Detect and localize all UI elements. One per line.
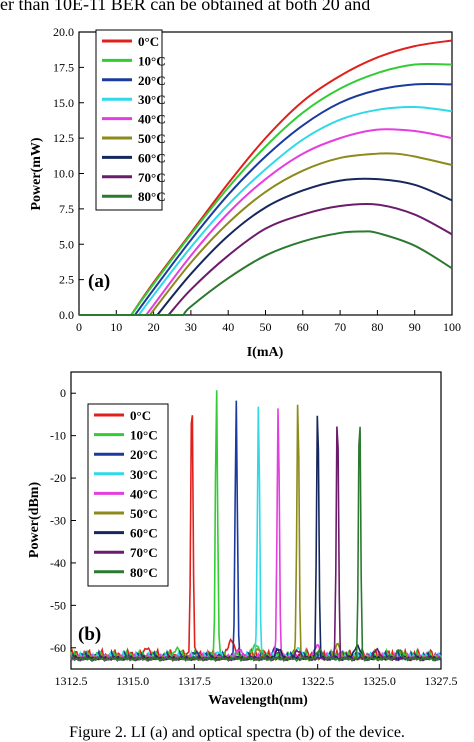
- plot-a-panel-label: (a): [88, 271, 110, 292]
- plot-a-legend: 0°C 10°C 20°C 30°C 40°C 50°C 60°C 70°C 80°C: [95, 29, 166, 211]
- plot-b-panel-label: (b): [78, 624, 101, 645]
- plot-b-xtick-label: 1320.0: [240, 674, 273, 688]
- plot-b-legend-label: 30°C: [130, 467, 158, 482]
- plot-a-ytick-label: 0.0: [59, 308, 74, 322]
- plot-a-legend-label: 10°C: [138, 53, 166, 68]
- plot-b-ytick-label: -50: [50, 598, 66, 612]
- plot-b-ticks: 1312.5 1315.0 1317.5 1320.0 1322.5 1325.0 1327…: [50, 386, 458, 688]
- plot-a-xlabel: I(mA): [247, 345, 284, 360]
- plot-a-legend-label: 40°C: [138, 112, 166, 127]
- plot-a-series-line: [79, 177, 453, 316]
- plot-a-series: [79, 39, 453, 316]
- plot-a-legend-label: 70°C: [138, 170, 166, 185]
- plot-b-xtick-label: 1327.5: [425, 674, 458, 688]
- plot-a-xtick-label: 100: [443, 320, 461, 334]
- panel-b: 1312.5 1315.0 1317.5 1320.0 1322.5 1325.0 1327…: [27, 371, 458, 708]
- plot-b-ylabel: Power(dBm): [27, 482, 42, 559]
- plot-a-xtick-label: 60: [297, 320, 309, 334]
- plot-b-ytick-label: -40: [50, 556, 66, 570]
- plot-a-series-line: [79, 230, 453, 316]
- plot-a-xtick-label: 20: [148, 320, 160, 334]
- plot-b-legend-label: 20°C: [130, 447, 158, 462]
- plot-b-ytick-label: -20: [50, 471, 66, 485]
- plot-b-legend-label: 50°C: [130, 506, 158, 521]
- plot-b-legend-label: 70°C: [130, 545, 158, 560]
- plot-a-legend-label: 0°C: [138, 34, 159, 49]
- plot-a-xtick-label: 0: [76, 320, 82, 334]
- plot-b-series: [70, 390, 442, 663]
- plot-a-legend-label: 60°C: [138, 150, 166, 165]
- plot-b-ytick-label: -10: [50, 429, 66, 443]
- plot-b-xtick-label: 1312.5: [55, 674, 88, 688]
- plot-a-ytick-label: 7.5: [59, 202, 74, 216]
- header-text-fragment: er than 10E-11 BER can be obtained at bo…: [0, 0, 371, 14]
- plot-b-legend-label: 60°C: [130, 526, 158, 541]
- plot-b-legend-label: 0°C: [130, 408, 151, 423]
- plot-b-xtick-label: 1315.0: [116, 674, 149, 688]
- plot-b-legend-label: 40°C: [130, 486, 158, 501]
- plot-b-legend-label: 10°C: [130, 428, 158, 443]
- plot-b-series-line: [70, 426, 442, 663]
- plot-a-ytick-label: 17.5: [53, 60, 74, 74]
- plot-b-xtick-label: 1322.5: [301, 674, 334, 688]
- plot-b-ytick-label: -60: [50, 641, 66, 655]
- plot-b-legend-label: 80°C: [130, 565, 158, 580]
- plot-a-legend-label: 20°C: [138, 73, 166, 88]
- plot-a-xtick-label: 70: [334, 320, 346, 334]
- plot-a-xtick-label: 10: [110, 320, 122, 334]
- plot-a-ytick-label: 12.5: [53, 131, 74, 145]
- plot-a-series-line: [79, 152, 453, 316]
- plot-a-legend-label: 50°C: [138, 131, 166, 146]
- plot-a-ticks: 0 10 20 30 40 50 60 70 80 90 100 0.0 2.5 5.0 7.5 10.0 12…: [53, 25, 461, 334]
- plot-a-xtick-label: 30: [185, 320, 197, 334]
- plot-b-xtick-label: 1325.0: [363, 674, 396, 688]
- plot-a-ytick-label: 5.0: [59, 237, 74, 251]
- plot-b-ytick-label: 0: [60, 386, 66, 400]
- plot-a-series-line: [79, 203, 453, 316]
- panel-a: 0 10 20 30 40 50 60 70 80 90 100 0.0 2.5 5.0 7.5 10.0 12…: [29, 25, 461, 360]
- plot-a-xtick-label: 80: [371, 320, 383, 334]
- plot-a-xtick-label: 40: [222, 320, 234, 334]
- plot-b-ytick-label: -30: [50, 514, 66, 528]
- figure-caption: Figure 2. LI (a) and optical spectra (b)…: [69, 724, 405, 741]
- plot-a-series-line: [79, 62, 453, 316]
- plot-b-legend: 0°C 10°C 20°C 30°C 40°C 50°C 60°C 70°C 80°C: [87, 403, 169, 587]
- plot-b-xlabel: Wavelength(nm): [208, 693, 308, 708]
- plot-a-series-line: [79, 128, 453, 316]
- plot-a-legend-label: 30°C: [138, 92, 166, 107]
- plot-a-xtick-label: 50: [260, 320, 272, 334]
- plot-a-ytick-label: 15.0: [53, 96, 74, 110]
- plot-a-ytick-label: 2.5: [59, 273, 74, 287]
- plot-a-series-line: [79, 82, 453, 316]
- plot-a-xtick-label: 90: [409, 320, 421, 334]
- plot-a-ytick-label: 20.0: [53, 25, 74, 39]
- plot-b-xtick-label: 1317.5: [178, 674, 211, 688]
- plot-a-ylabel: Power(mW): [29, 137, 44, 210]
- plot-a-legend-label: 80°C: [138, 189, 166, 204]
- plot-a-ytick-label: 10.0: [53, 167, 74, 181]
- plot-a-series-line: [79, 105, 453, 316]
